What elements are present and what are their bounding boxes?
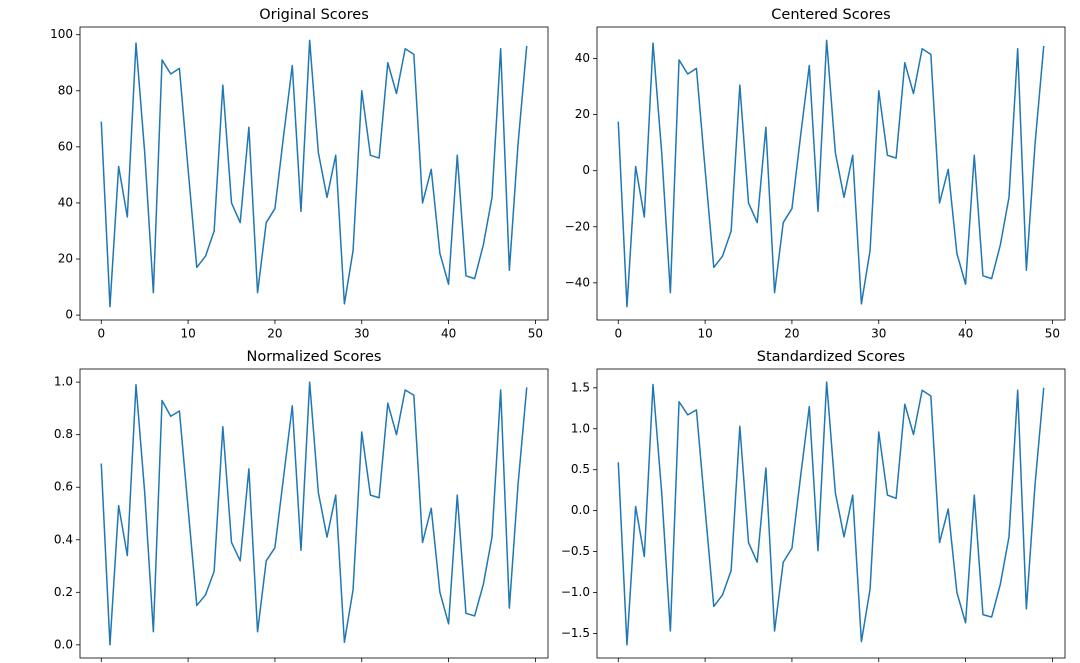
y-tick-label: 0.5 (571, 462, 590, 476)
y-tick-label: 40 (58, 195, 73, 209)
x-tick-label: 50 (528, 327, 543, 341)
y-tick-label: 0 (582, 163, 590, 177)
axes-frame (79, 368, 549, 659)
data-line (100, 381, 528, 646)
x-tick-label: 0 (614, 327, 622, 341)
subplot-title: Centered Scores (771, 7, 890, 23)
subplot-title: Normalized Scores (246, 349, 381, 365)
data-line (617, 39, 1045, 308)
y-tick-label: −40 (565, 275, 590, 289)
x-tick-label: 40 (958, 327, 973, 341)
y-tick-label: 20 (58, 252, 73, 266)
y-tick-label: −0.5 (561, 544, 590, 558)
x-tick-label: 40 (441, 327, 456, 341)
x-tick-label: 10 (697, 327, 712, 341)
axes-frame (596, 368, 1066, 659)
y-tick-label: 100 (50, 27, 73, 41)
subplot: Centered Scores −40 −20 0 20 40 0 10 20 30 40 50 (565, 7, 1066, 341)
y-tick-label: 0.6 (54, 480, 73, 494)
data-line (617, 381, 1045, 646)
y-tick-label: 20 (575, 107, 590, 121)
x-tick-label: 0 (97, 327, 105, 341)
y-tick-label: −1.0 (561, 585, 590, 599)
subplot: Original Scores 0 20 40 60 80 100 0 10 20 30 40 50 (50, 7, 549, 341)
x-tick-label: 10 (180, 327, 195, 341)
axes-frame (79, 26, 549, 321)
x-tick-label: 20 (267, 327, 282, 341)
subplot: Normalized Scores 0.0 0.2 0.4 0.6 0.8 1.0 (54, 349, 549, 662)
subplot: Standardized Scores −1.5 −1.0 −0.5 0.0 0.5 1.0… (561, 349, 1066, 662)
y-tick-label: 60 (58, 139, 73, 153)
y-tick-label: 0.4 (54, 532, 73, 546)
y-tick-label: 0 (65, 308, 73, 322)
x-tick-label: 50 (1045, 327, 1060, 341)
y-tick-label: −20 (565, 219, 590, 233)
y-tick-label: 0.0 (571, 503, 590, 517)
axes-frame (596, 26, 1066, 321)
y-tick-label: 40 (575, 51, 590, 65)
data-line (100, 39, 528, 308)
x-tick-label: 20 (784, 327, 799, 341)
y-tick-label: 0.0 (54, 637, 73, 651)
y-tick-label: 0.2 (54, 585, 73, 599)
x-tick-label: 30 (871, 327, 886, 341)
y-tick-label: 0.8 (54, 427, 73, 441)
y-tick-label: 1.0 (571, 421, 590, 435)
x-tick-label: 30 (354, 327, 369, 341)
subplot-title: Standardized Scores (757, 349, 906, 365)
y-tick-label: −1.5 (561, 626, 590, 640)
subplot-title: Original Scores (259, 7, 369, 23)
y-tick-label: 80 (58, 83, 73, 97)
y-tick-label: 1.0 (54, 375, 73, 389)
y-tick-label: 1.5 (571, 380, 590, 394)
